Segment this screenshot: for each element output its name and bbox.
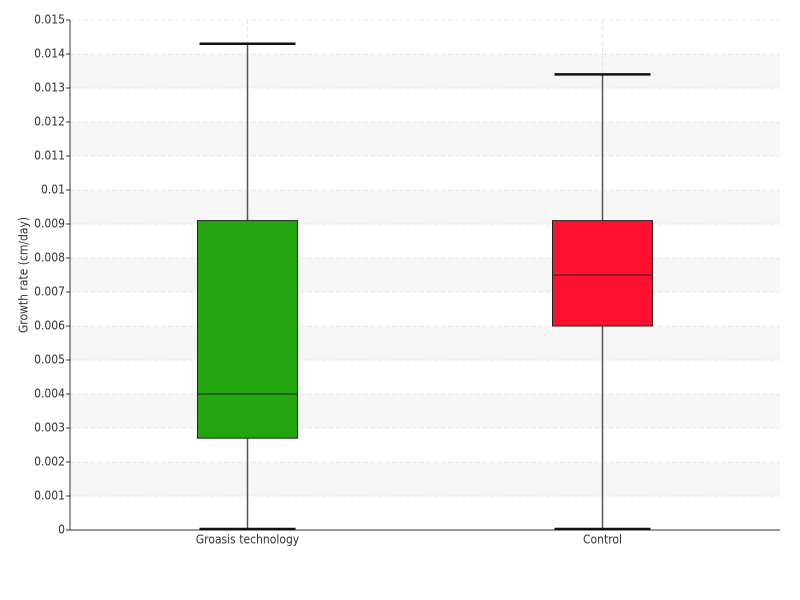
grid-band bbox=[70, 190, 780, 224]
y-tick-label: 0.004 bbox=[34, 387, 65, 401]
y-tick-label: 0.002 bbox=[34, 455, 65, 469]
y-tick-label: 0.003 bbox=[34, 421, 65, 435]
y-tick-label: 0.005 bbox=[34, 353, 65, 367]
grid-band bbox=[70, 462, 780, 496]
grid-band bbox=[70, 394, 780, 428]
y-tick-label: 0.012 bbox=[34, 115, 65, 129]
y-tick-label: 0.006 bbox=[34, 319, 65, 333]
grid-band bbox=[70, 258, 780, 292]
grid-band bbox=[70, 122, 780, 156]
y-axis-label: Growth rate (cm/day) bbox=[17, 217, 31, 333]
box bbox=[552, 220, 653, 327]
grid-band bbox=[70, 54, 780, 88]
x-tick-label: Groasis technology bbox=[196, 533, 300, 547]
x-tick-label: Control bbox=[583, 533, 622, 547]
y-tick-label: 0.007 bbox=[34, 285, 65, 299]
y-tick-label: 0.009 bbox=[34, 217, 65, 231]
y-tick-label: 0 bbox=[58, 523, 65, 537]
box bbox=[197, 220, 298, 439]
y-tick-label: 0.013 bbox=[34, 81, 65, 95]
y-tick-label: 0.008 bbox=[34, 251, 65, 265]
y-tick-label: 0.011 bbox=[34, 149, 65, 163]
y-tick-label: 0.001 bbox=[34, 489, 65, 503]
y-tick-label: 0.014 bbox=[34, 47, 65, 61]
y-tick-label: 0.015 bbox=[34, 13, 65, 27]
y-tick-label: 0.01 bbox=[41, 183, 65, 197]
grid-band bbox=[70, 326, 780, 360]
